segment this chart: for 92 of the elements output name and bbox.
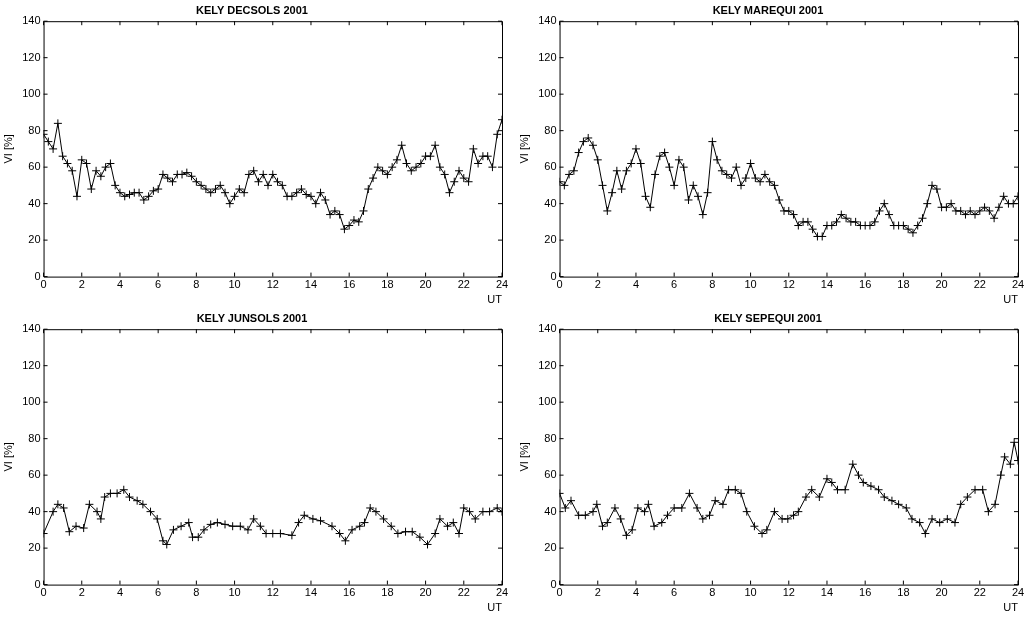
y-tick-label: 80 xyxy=(28,431,41,444)
x-tick-label: 20 xyxy=(935,586,948,599)
y-tick-label: 100 xyxy=(22,395,41,408)
x-tick-label: 16 xyxy=(859,586,872,599)
x-tick-label: 2 xyxy=(594,586,601,599)
x-tick-label: 2 xyxy=(594,278,601,291)
x-tick-label: 24 xyxy=(1011,586,1025,599)
y-tick-label: 0 xyxy=(34,577,41,590)
y-tick-label: 120 xyxy=(22,358,41,371)
y-tick-label: 60 xyxy=(544,468,557,481)
y-tick-label: 60 xyxy=(28,160,41,173)
x-tick-label: 6 xyxy=(671,278,678,291)
x-tick-label: 14 xyxy=(304,278,318,291)
y-tick-label: 20 xyxy=(544,233,557,246)
x-tick-label: 22 xyxy=(457,586,470,599)
x-tick-label: 20 xyxy=(419,278,432,291)
x-tick-label: 12 xyxy=(782,586,795,599)
x-tick-label: 22 xyxy=(457,278,470,291)
y-tick-label: 80 xyxy=(544,431,557,444)
y-tick-label: 40 xyxy=(544,196,557,209)
x-tick-label: 20 xyxy=(935,278,948,291)
y-tick-label: 60 xyxy=(28,468,41,481)
y-tick-label: 120 xyxy=(538,358,557,371)
x-tick-label: 20 xyxy=(419,586,432,599)
y-tick-label: 40 xyxy=(28,196,41,209)
y-axis-title: VI [%] xyxy=(517,442,530,472)
x-axis-title: UT xyxy=(487,601,503,614)
y-tick-label: 80 xyxy=(544,123,557,136)
chart-title: KELY SEPEQUI 2001 xyxy=(714,311,822,324)
y-tick-label: 0 xyxy=(550,577,557,590)
x-tick-label: 18 xyxy=(897,278,910,291)
x-tick-label: 24 xyxy=(495,586,509,599)
x-tick-label: 14 xyxy=(820,586,834,599)
x-tick-label: 10 xyxy=(228,278,241,291)
y-tick-label: 140 xyxy=(22,14,41,27)
y-tick-label: 100 xyxy=(538,395,557,408)
y-tick-label: 60 xyxy=(544,160,557,173)
y-tick-label: 20 xyxy=(28,233,41,246)
y-tick-label: 0 xyxy=(34,269,41,282)
x-tick-label: 6 xyxy=(671,586,678,599)
x-tick-label: 14 xyxy=(820,278,834,291)
x-tick-label: 4 xyxy=(116,586,124,599)
y-axis-title: VI [%] xyxy=(1,442,14,472)
x-tick-label: 8 xyxy=(709,278,716,291)
y-tick-label: 140 xyxy=(538,14,557,27)
y-tick-label: 140 xyxy=(538,322,557,335)
x-tick-label: 16 xyxy=(343,586,356,599)
x-tick-label: 4 xyxy=(632,278,640,291)
y-tick-label: 20 xyxy=(544,541,557,554)
x-tick-label: 12 xyxy=(266,278,279,291)
x-tick-label: 10 xyxy=(228,586,241,599)
y-tick-label: 40 xyxy=(544,504,557,517)
x-tick-label: 12 xyxy=(782,278,795,291)
x-tick-label: 18 xyxy=(381,586,394,599)
x-tick-label: 10 xyxy=(744,586,757,599)
y-tick-label: 40 xyxy=(28,504,41,517)
y-axis-title: VI [%] xyxy=(517,134,530,164)
y-tick-label: 100 xyxy=(538,87,557,100)
x-axis-title: UT xyxy=(1003,293,1019,306)
x-tick-label: 18 xyxy=(897,586,910,599)
x-tick-label: 2 xyxy=(78,586,85,599)
chart-title: KELY JUNSOLS 2001 xyxy=(196,311,308,324)
x-tick-label: 14 xyxy=(304,586,318,599)
x-tick-label: 16 xyxy=(343,278,356,291)
x-tick-label: 4 xyxy=(632,586,640,599)
x-tick-label: 10 xyxy=(744,278,757,291)
chart-title: KELY MAREQUI 2001 xyxy=(712,3,824,16)
x-tick-label: 8 xyxy=(193,586,200,599)
x-tick-label: 6 xyxy=(155,586,162,599)
y-axis-title: VI [%] xyxy=(1,134,14,164)
x-axis-title: UT xyxy=(487,293,503,306)
x-tick-label: 16 xyxy=(859,278,872,291)
x-tick-label: 6 xyxy=(155,278,162,291)
y-tick-label: 100 xyxy=(22,87,41,100)
x-tick-label: 12 xyxy=(266,586,279,599)
x-tick-label: 8 xyxy=(709,586,716,599)
x-tick-label: 8 xyxy=(193,278,200,291)
x-tick-label: 22 xyxy=(973,278,986,291)
x-tick-label: 22 xyxy=(973,586,986,599)
x-axis-title: UT xyxy=(1003,601,1019,614)
y-tick-label: 140 xyxy=(22,322,41,335)
x-tick-label: 24 xyxy=(495,278,509,291)
chart-title: KELY DECSOLS 2001 xyxy=(196,3,308,16)
y-tick-label: 120 xyxy=(538,50,557,63)
x-tick-label: 18 xyxy=(381,278,394,291)
x-tick-label: 24 xyxy=(1011,278,1025,291)
y-tick-label: 20 xyxy=(28,541,41,554)
y-tick-label: 0 xyxy=(550,269,557,282)
x-tick-label: 2 xyxy=(78,278,85,291)
x-tick-label: 4 xyxy=(116,278,124,291)
y-tick-label: 120 xyxy=(22,50,41,63)
y-tick-label: 80 xyxy=(28,123,41,136)
